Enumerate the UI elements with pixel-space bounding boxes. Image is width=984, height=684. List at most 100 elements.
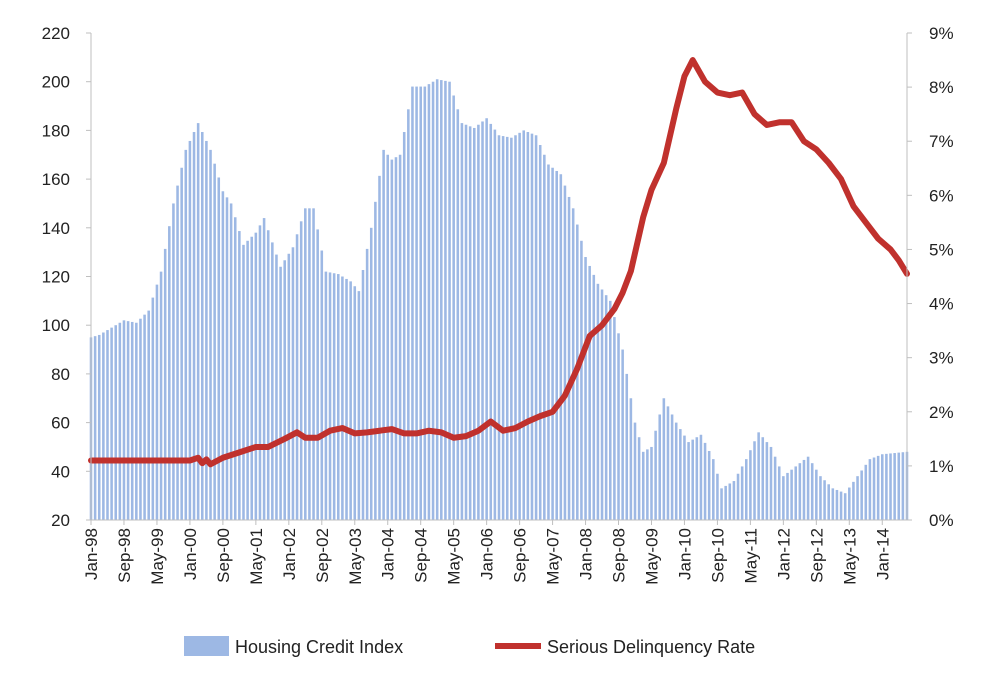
housing-credit-bar xyxy=(250,236,254,521)
housing-credit-bar xyxy=(126,321,130,520)
housing-credit-bar xyxy=(485,118,488,520)
housing-credit-bar xyxy=(584,257,587,520)
right-tick-label: 9% xyxy=(929,24,954,43)
housing-credit-bar xyxy=(625,373,629,520)
housing-credit-bar xyxy=(378,175,381,520)
ticks-layer: 20 40 60 80 100 120 140 160 180 200 220 0% 1% 2% 3% 4% 5… xyxy=(42,24,954,585)
housing-credit-bar xyxy=(238,231,241,521)
housing-credit-bar xyxy=(691,439,694,520)
housing-credit-bar xyxy=(386,154,390,520)
housing-credit-bar xyxy=(728,483,732,520)
housing-credit-bar xyxy=(493,129,497,520)
housing-credit-bar xyxy=(172,203,175,520)
housing-credit-bar xyxy=(831,488,835,520)
x-tick-label: May-99 xyxy=(148,528,167,585)
housing-credit-bar xyxy=(815,469,818,520)
housing-credit-bar xyxy=(233,217,237,520)
housing-credit-bar xyxy=(345,278,348,520)
housing-credit-bar xyxy=(662,398,666,520)
housing-credit-bar xyxy=(304,208,307,520)
housing-credit-bar xyxy=(118,322,122,520)
housing-credit-bar xyxy=(806,456,810,520)
x-tick-label: Sep-06 xyxy=(511,528,530,583)
housing-credit-bar xyxy=(868,459,872,521)
right-tick-label: 3% xyxy=(929,349,954,368)
housing-credit-bar xyxy=(176,185,179,520)
housing-credit-bar xyxy=(382,149,385,520)
housing-credit-bar xyxy=(209,149,212,520)
housing-credit-bar xyxy=(881,454,884,520)
housing-credit-bar xyxy=(757,432,760,520)
housing-credit-bar xyxy=(258,225,262,520)
housing-credit-bar xyxy=(448,81,451,520)
housing-credit-bar xyxy=(872,457,876,520)
housing-credit-bar xyxy=(217,177,221,521)
housing-credit-bar xyxy=(526,132,530,520)
x-tick-label: May-07 xyxy=(544,528,563,585)
housing-credit-bar xyxy=(666,406,670,520)
housing-credit-bar xyxy=(97,334,101,520)
left-tick-label: 220 xyxy=(42,24,70,43)
housing-credit-bar xyxy=(852,481,855,520)
housing-credit-bar xyxy=(745,459,748,521)
housing-credit-bar xyxy=(180,167,183,521)
housing-credit-bar xyxy=(707,451,711,520)
housing-credit-bar xyxy=(736,473,740,520)
housing-credit-bar xyxy=(365,248,369,520)
housing-credit-bar xyxy=(843,493,847,520)
right-tick-label: 0% xyxy=(929,511,954,530)
housing-credit-bar xyxy=(411,86,414,520)
housing-credit-bar xyxy=(147,310,150,520)
line-layer xyxy=(88,57,910,468)
housing-credit-bar xyxy=(106,330,109,520)
housing-credit-bar xyxy=(254,232,258,521)
housing-credit-bar xyxy=(641,451,645,520)
x-tick-label: Jan-04 xyxy=(379,528,398,580)
housing-credit-bar xyxy=(225,197,229,521)
housing-credit-bar xyxy=(473,127,476,521)
x-tick-label: Jan-14 xyxy=(873,528,892,580)
housing-credit-bar xyxy=(588,265,591,520)
housing-credit-bar xyxy=(481,121,484,520)
x-tick-label: May-13 xyxy=(840,528,859,585)
housing-credit-bar xyxy=(353,286,357,520)
housing-credit-bar xyxy=(749,450,752,520)
housing-credit-bar xyxy=(716,473,719,520)
legend-item-housing-credit-index: Housing Credit Index xyxy=(184,636,403,657)
housing-credit-bar xyxy=(790,469,793,520)
housing-credit-bar xyxy=(732,481,736,520)
housing-credit-bar xyxy=(246,240,249,521)
housing-credit-bar xyxy=(332,273,336,520)
housing-credit-bar xyxy=(567,196,571,520)
housing-credit-bar xyxy=(646,449,649,520)
housing-credit-bar xyxy=(547,164,550,521)
housing-credit-bar xyxy=(654,430,657,520)
housing-credit-bar xyxy=(798,463,802,520)
housing-credit-bar xyxy=(159,271,163,520)
x-tick-label: May-09 xyxy=(642,528,661,585)
legend: Housing Credit Index Serious Delinquency… xyxy=(184,636,755,657)
housing-credit-bar xyxy=(637,437,641,520)
housing-credit-bar xyxy=(658,414,662,520)
x-tick-label: Sep-00 xyxy=(214,528,233,583)
legend-label-serious-delinquency-rate: Serious Delinquency Rate xyxy=(547,637,755,657)
housing-credit-bar xyxy=(551,167,554,521)
housing-credit-bar xyxy=(369,227,373,521)
housing-credit-bar xyxy=(275,254,278,520)
housing-credit-bar xyxy=(501,136,505,520)
housing-credit-bar xyxy=(452,95,455,520)
housing-credit-bar xyxy=(555,170,558,521)
housing-credit-bar xyxy=(559,174,563,521)
housing-credit-bar xyxy=(374,201,377,520)
housing-credit-bar xyxy=(316,229,319,521)
housing-credit-bar xyxy=(312,208,315,520)
x-tick-label: Sep-02 xyxy=(313,528,332,583)
left-tick-label: 20 xyxy=(51,511,70,530)
housing-credit-bar xyxy=(810,463,814,520)
housing-credit-bar xyxy=(320,250,324,520)
housing-credit-bar xyxy=(712,459,715,521)
x-tick-label: Jan-02 xyxy=(280,528,299,580)
housing-credit-bar xyxy=(674,422,678,520)
x-tick-label: Sep-04 xyxy=(412,528,431,583)
